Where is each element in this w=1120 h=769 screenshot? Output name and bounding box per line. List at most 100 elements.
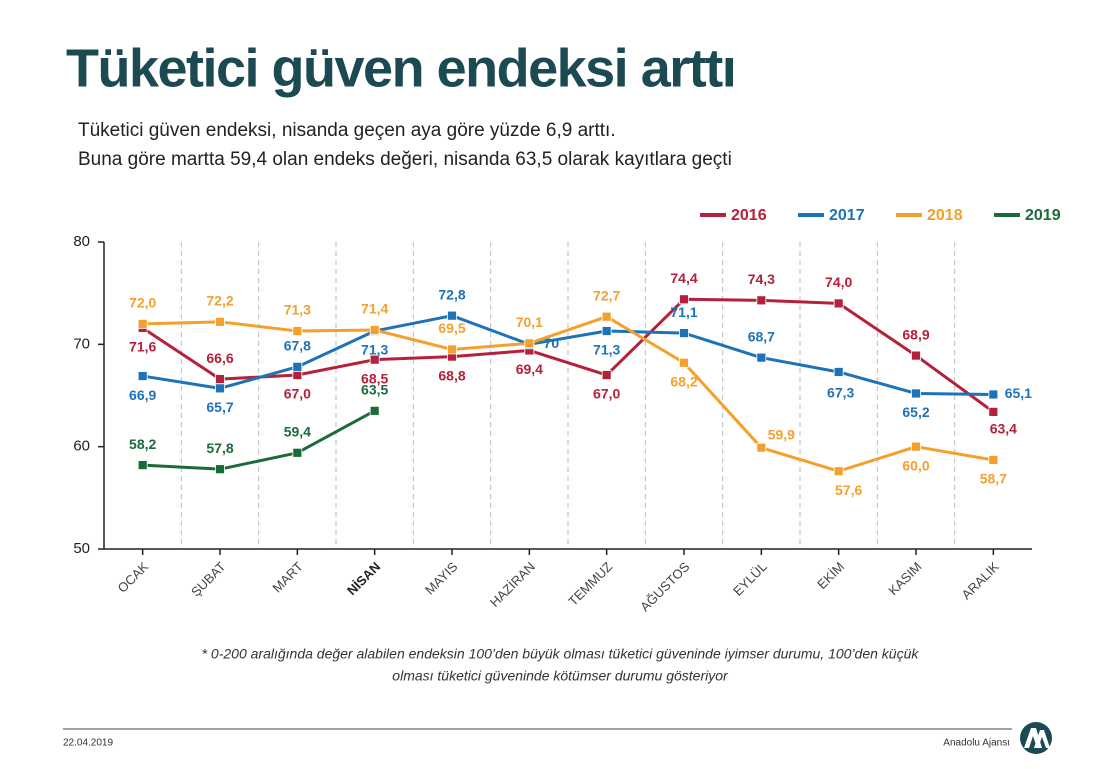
marker <box>988 406 999 417</box>
marker <box>292 326 303 336</box>
marker <box>911 388 921 399</box>
value-label: 58,2 <box>129 436 156 452</box>
value-label: 67,0 <box>284 386 311 402</box>
marker <box>292 447 303 458</box>
subtitle: Buna göre martta 59,4 olan endeks değeri… <box>78 149 732 170</box>
marker <box>601 311 612 322</box>
marker <box>988 389 999 400</box>
value-label: 74,0 <box>825 274 852 290</box>
marker <box>911 441 921 452</box>
footnote: olması tüketici güveninde kötümser durum… <box>392 668 729 684</box>
marker <box>137 460 148 470</box>
subtitle: Tüketici güven endeksi, nisanda geçen ay… <box>78 120 616 141</box>
marker <box>369 354 380 365</box>
footnote: * 0-200 aralığında değer alabilen endeks… <box>202 646 920 662</box>
value-label: 58,7 <box>980 471 1007 487</box>
value-label: 59,4 <box>284 424 311 440</box>
date: 22.04.2019 <box>63 738 113 749</box>
value-label: 66,6 <box>206 350 233 366</box>
y-tick-label: 60 <box>73 438 90 455</box>
marker <box>369 405 380 416</box>
x-tick-label: ŞUBAT <box>188 559 229 600</box>
x-tick-label: NİSAN <box>344 559 383 598</box>
value-label: 69,5 <box>438 320 465 336</box>
marker <box>369 325 380 335</box>
x-tick-label: MAYIS <box>422 559 461 598</box>
value-label: 68,8 <box>438 367 465 383</box>
value-label: 63,5 <box>361 382 388 398</box>
marker <box>833 367 844 377</box>
y-tick-label: 70 <box>73 335 90 352</box>
value-label: 71,3 <box>593 342 620 358</box>
chart-title: Tüketici güven endeksi arttı <box>66 38 735 98</box>
x-tick-label: ARALIK <box>959 559 1003 603</box>
marker <box>215 316 225 327</box>
marker <box>137 318 148 329</box>
marker <box>756 295 767 306</box>
value-label: 72,7 <box>593 287 620 303</box>
value-label: 57,6 <box>835 482 862 498</box>
x-tick-label: EYLÜL <box>730 559 770 599</box>
value-label: 71,6 <box>129 339 156 355</box>
marker <box>756 352 767 363</box>
value-label: 70,1 <box>516 314 543 330</box>
value-label: 60,0 <box>902 457 929 473</box>
series-line <box>142 314 994 396</box>
marker <box>679 328 689 338</box>
value-label: 57,8 <box>206 440 233 456</box>
marker <box>988 455 999 465</box>
marker <box>524 338 535 349</box>
legend-label: 2018 <box>927 207 963 224</box>
value-label: 68,5 <box>361 370 388 386</box>
x-tick-label: MART <box>269 559 306 596</box>
value-label: 67,0 <box>593 386 620 402</box>
marker <box>215 464 225 475</box>
x-tick-label: TEMMUZ <box>565 559 615 609</box>
y-tick-label: 50 <box>73 540 90 557</box>
marker <box>215 374 225 385</box>
series-line <box>141 297 995 414</box>
legend-label: 2017 <box>829 207 865 224</box>
marker <box>833 298 844 309</box>
marker <box>447 344 457 355</box>
value-label: 74,4 <box>670 270 697 286</box>
value-label: 72,2 <box>206 293 233 309</box>
series-line <box>142 409 376 471</box>
marker <box>679 357 689 368</box>
value-label: 65,7 <box>206 399 233 415</box>
marker <box>292 370 303 380</box>
value-label: 71,3 <box>284 302 311 318</box>
logo <box>1020 722 1052 754</box>
value-label: 72,8 <box>438 286 465 302</box>
marker <box>447 310 457 321</box>
marker <box>833 466 844 477</box>
value-label: 74,3 <box>748 271 775 287</box>
value-label: 67,8 <box>284 338 311 354</box>
value-label: 68,9 <box>902 326 929 342</box>
value-label: 68,7 <box>748 328 775 344</box>
legend-label: 2016 <box>731 207 767 224</box>
value-label: 70 <box>544 335 560 351</box>
value-label: 69,4 <box>516 361 543 377</box>
value-label: 68,2 <box>670 373 697 389</box>
marker <box>756 442 767 453</box>
y-tick-label: 80 <box>73 233 90 250</box>
marker <box>911 350 921 361</box>
value-label: 71,3 <box>361 342 388 358</box>
marker <box>292 361 303 372</box>
marker <box>601 370 612 380</box>
value-label: 71,1 <box>670 304 697 320</box>
source: Anadolu Ajansı <box>943 738 1010 749</box>
marker <box>215 383 225 394</box>
value-label: 71,4 <box>361 301 388 317</box>
value-label: 65,2 <box>902 404 929 420</box>
x-tick-label: OCAK <box>115 559 152 596</box>
x-tick-label: HAZİRAN <box>487 559 538 610</box>
x-tick-label: AĞUSTOS <box>637 559 693 615</box>
value-label: 67,3 <box>827 385 854 401</box>
value-label: 65,1 <box>1005 385 1032 401</box>
value-label: 66,9 <box>129 387 156 403</box>
value-label: 59,9 <box>768 426 795 442</box>
marker <box>679 294 689 305</box>
